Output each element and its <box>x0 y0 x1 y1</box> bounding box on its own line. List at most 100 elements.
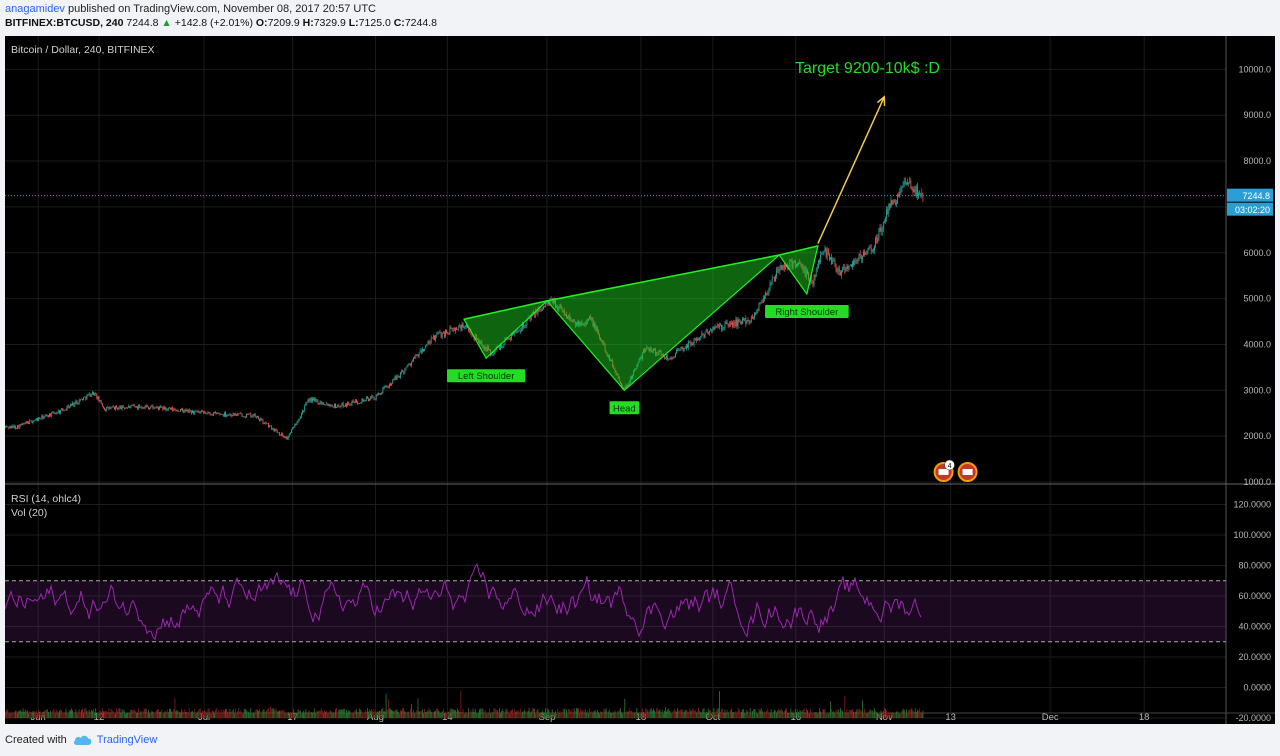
volume-bar <box>221 713 223 718</box>
volume-bar <box>879 713 881 718</box>
volume-bar <box>887 712 889 718</box>
tradingview-logo[interactable]: TradingView <box>73 734 157 746</box>
volume-bar <box>379 710 380 718</box>
candle-body <box>785 264 786 269</box>
volume-bar <box>800 710 802 718</box>
volume-bar <box>569 709 571 718</box>
volume-bar <box>397 711 399 718</box>
volume-bar <box>552 712 554 718</box>
volume-bar <box>671 713 673 718</box>
candle-body <box>356 400 357 403</box>
volume-bar <box>386 709 388 718</box>
candle-body <box>457 329 458 330</box>
volume-bar <box>712 712 714 718</box>
candle-body <box>72 402 73 406</box>
volume-bar <box>532 708 533 718</box>
created-with-text: Created with <box>5 734 67 746</box>
candle-body <box>77 403 79 404</box>
volume-bar <box>482 708 484 718</box>
volume-bar <box>375 712 377 718</box>
volume-bar <box>710 710 711 718</box>
target-arrow-head <box>876 95 886 106</box>
author-link[interactable]: anagamidev <box>5 3 65 15</box>
candle-body <box>243 416 245 418</box>
candle-body <box>87 394 89 396</box>
candle-body <box>493 352 495 354</box>
volume-bar <box>441 711 443 718</box>
candle-body <box>921 193 923 195</box>
time-tick-label: Dec <box>1042 712 1059 723</box>
candle-body <box>417 354 419 356</box>
volume-bar <box>738 709 740 718</box>
volume-bar <box>760 708 762 718</box>
candle-body <box>317 400 319 404</box>
volume-bar <box>411 703 412 718</box>
candle-body <box>349 404 351 406</box>
candle-body <box>855 260 857 262</box>
volume-bar <box>602 713 604 718</box>
candle-body <box>163 406 165 410</box>
volume-bar <box>852 709 853 718</box>
candle-body <box>536 310 538 314</box>
candle-body <box>381 393 383 395</box>
candle-body <box>900 187 902 192</box>
candle-body <box>753 317 754 319</box>
volume-bar <box>200 713 202 718</box>
candle-body <box>842 267 843 272</box>
candle-body <box>877 238 879 244</box>
price-axis <box>1226 36 1275 724</box>
volume-bar <box>846 709 848 718</box>
volume-bar <box>825 713 827 718</box>
volume-bar <box>174 698 176 718</box>
volume-bar <box>108 708 110 718</box>
volume-bar <box>874 708 875 718</box>
volume-bar <box>742 709 743 718</box>
candle-body <box>745 318 747 325</box>
volume-bar <box>605 708 607 718</box>
volume-bar <box>242 713 244 718</box>
candle-body <box>379 393 380 395</box>
volume-bar <box>21 711 23 718</box>
volume-bar <box>632 712 633 718</box>
candle-body <box>354 400 356 403</box>
candle-body <box>442 333 444 334</box>
volume-bar <box>827 713 829 718</box>
volume-bar <box>903 709 905 718</box>
chart-svg[interactable]: Bitcoin / Dollar, 240, BITFINEX RSI (14,… <box>4 36 1275 724</box>
chart-area[interactable]: Bitcoin / Dollar, 240, BITFINEX RSI (14,… <box>4 36 1275 724</box>
candle-body <box>446 329 447 334</box>
volume-bar <box>122 709 124 718</box>
candle-body <box>228 414 230 416</box>
volume-bar <box>522 711 523 718</box>
volume-bar <box>389 708 390 718</box>
candle-body <box>466 324 467 327</box>
candle-body <box>704 332 706 338</box>
volume-bar <box>785 709 786 718</box>
candle-body <box>526 319 528 326</box>
candle-body <box>341 402 343 405</box>
volume-bar <box>188 708 190 718</box>
candle-body <box>821 253 823 255</box>
volume-bar <box>350 713 352 718</box>
volume-bar <box>637 713 639 718</box>
candle-body <box>703 334 705 338</box>
volume-bar <box>786 708 787 718</box>
candle-body <box>187 409 189 413</box>
last-price-label: 7244.8 <box>1242 191 1270 201</box>
volume-bar <box>544 712 545 718</box>
candle-body <box>357 402 358 404</box>
volume-bar <box>805 708 807 718</box>
volume-bar <box>804 712 806 718</box>
volume-bar <box>296 713 298 718</box>
candle-body <box>295 424 297 425</box>
volume-bar <box>716 708 718 718</box>
volume-bar <box>706 712 708 718</box>
candle-body <box>862 255 863 260</box>
volume-bar <box>477 713 478 718</box>
candle-body <box>122 405 124 408</box>
volume-bar <box>11 712 13 718</box>
volume-bar <box>725 712 727 718</box>
volume-bar <box>526 712 528 718</box>
volume-bar <box>262 709 264 718</box>
volume-bar <box>349 710 351 718</box>
